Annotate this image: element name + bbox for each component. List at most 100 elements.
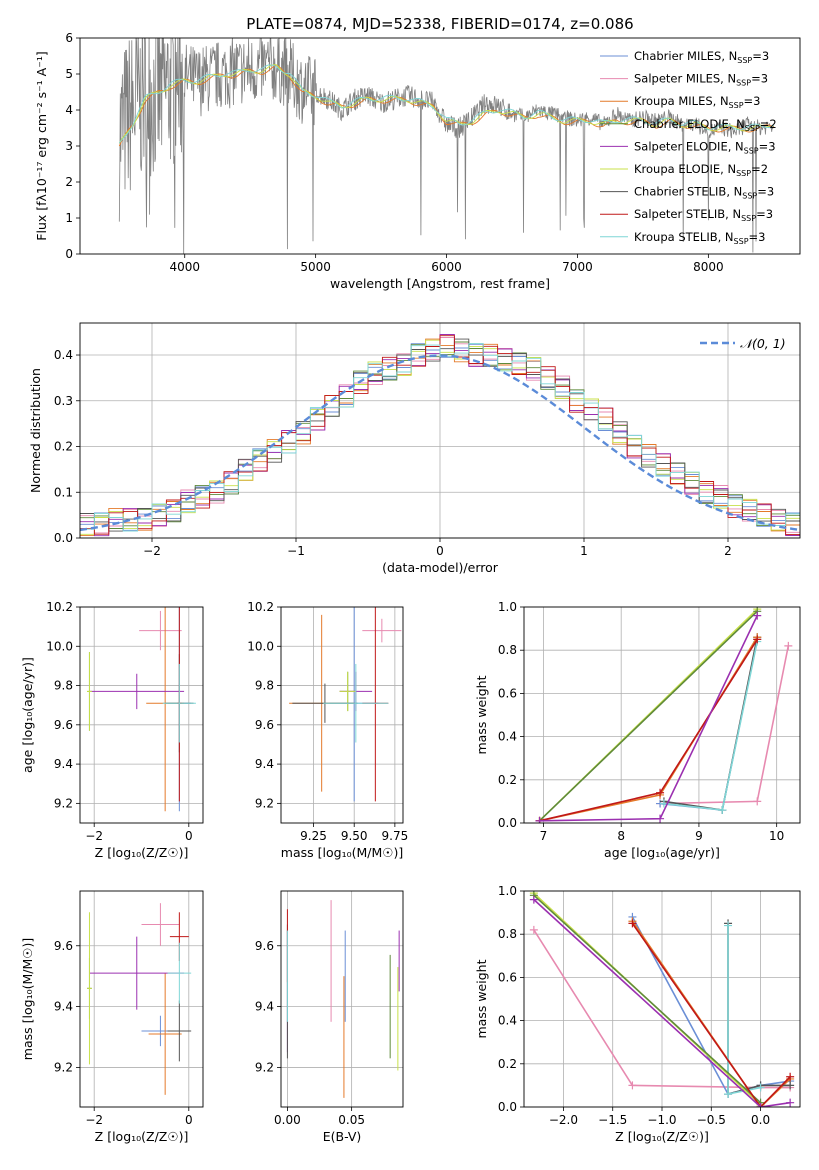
- y-tick-label: 9.6: [255, 939, 274, 953]
- y-axis-label: mass weight: [474, 675, 489, 754]
- series-line: [539, 636, 758, 822]
- legend-label: Kroupa ELODIE, NSSP=2: [634, 162, 768, 178]
- y-tick-label: 9.2: [255, 796, 274, 810]
- legend-label: Chabrier STELIB, NSSP=3: [634, 185, 774, 201]
- plot-area: [87, 903, 192, 1095]
- x-tick-label: 9.50: [341, 829, 368, 843]
- series-point: [656, 814, 665, 823]
- plot-area: [87, 607, 196, 812]
- legend-label: Salpeter MILES, NSSP=3: [634, 72, 768, 88]
- series-point: [628, 919, 637, 928]
- series-salpeter_elodie: [535, 611, 762, 823]
- y-tick-label: 0.6: [498, 686, 517, 700]
- series-line: [727, 925, 761, 1095]
- axes-frame: [79, 322, 801, 539]
- x-tick-label: 7: [540, 829, 548, 843]
- series-chabrier_elodie: [535, 607, 762, 823]
- errorbar-point-kroupa_miles: [148, 973, 182, 1095]
- x-tick-label: 8000: [693, 260, 724, 274]
- y-tick-label: 10.0: [247, 639, 274, 653]
- y-tick-label: 5: [65, 67, 73, 81]
- y-tick-label: 0.0: [498, 816, 517, 830]
- series-line: [660, 639, 758, 811]
- x-tick-label: 4000: [169, 260, 200, 274]
- series-point: [756, 1103, 765, 1107]
- plot-area: [118, 38, 775, 254]
- y-tick-label: 4: [65, 103, 73, 117]
- x-axis-label: age [log₁₀(age/yr)]: [604, 845, 720, 860]
- x-tick-label: −0.5: [697, 1113, 726, 1127]
- errorbar-point-salpeter_miles: [362, 618, 402, 643]
- y-tick-label: 6: [65, 31, 73, 45]
- y-tick-label: 10.2: [46, 600, 73, 614]
- errorbar-point-salpeter_miles: [139, 610, 182, 651]
- y-tick-label: 9.2: [255, 1060, 274, 1074]
- axes-mass_weight_vs_Z: −2.0 −1.5 −1.0 −0.5 0.0 0.0 0.2 0.4 0.6 0.8 1.0 Z […: [474, 884, 801, 1144]
- y-tick-label: 9.4: [255, 1000, 274, 1014]
- legend-label: 𝒩(0, 1): [740, 336, 786, 351]
- x-tick-label: −2: [85, 829, 103, 843]
- legend-label: Kroupa MILES, NSSP=3: [634, 94, 760, 110]
- series-line: [663, 641, 758, 811]
- legend-label: Salpeter STELIB, NSSP=3: [634, 207, 773, 223]
- x-tick-label: 9.25: [300, 829, 327, 843]
- series-line: [631, 922, 791, 1107]
- x-tick-label: 1: [580, 544, 588, 558]
- legend: 𝒩(0, 1): [700, 336, 786, 351]
- axes-mass_vs_Z: −2 0 9.2 9.4 9.6 Z [log₁₀(Z/Z☉)] mass [log₁₀(M…: [20, 890, 204, 1144]
- plot-area: [289, 607, 402, 802]
- x-tick-label: −2.0: [549, 1113, 578, 1127]
- x-tick-label: 0: [436, 544, 444, 558]
- series-line: [663, 637, 758, 811]
- y-tick-label: 0.4: [498, 730, 517, 744]
- gridlines: [281, 606, 403, 823]
- histogram-step-salpeter_stelib: [80, 335, 800, 536]
- y-tick-label: 0.4: [498, 1014, 517, 1028]
- y-tick-label: 0.6: [498, 970, 517, 984]
- errorbar-point-salpeter_elodie: [89, 673, 185, 710]
- y-tick-label: 9.2: [54, 1060, 73, 1074]
- y-tick-label: 0.8: [498, 643, 517, 657]
- y-tick-label: 1: [65, 211, 73, 225]
- series-point: [529, 925, 538, 934]
- axes-frame: [79, 890, 204, 1108]
- series-point: [628, 1081, 637, 1090]
- y-tick-label: 0.4: [54, 348, 73, 362]
- x-tick-label: −2: [143, 544, 161, 558]
- x-tick-label: 9: [695, 829, 703, 843]
- series-line: [533, 929, 791, 1089]
- y-axis-label: age [log₁₀(age/yr)]: [20, 657, 35, 773]
- series-line: [631, 920, 791, 1107]
- errorbar-point-kroupa_stelib: [167, 942, 192, 1004]
- x-tick-label: 0.00: [274, 1113, 301, 1127]
- series-kroupa_stelib: [724, 921, 765, 1099]
- series-point: [535, 816, 544, 823]
- y-tick-label: 9.2: [54, 796, 73, 810]
- axes-spectrum: 4000 5000 6000 7000 8000 0 1 2 3 4 5 6 wavelength [A…: [34, 31, 801, 291]
- y-axis-label: mass weight: [474, 959, 489, 1038]
- axes-age_vs_Z: −2 0 9.2 9.4 9.6 9.8 10.0 10.2 Z [log₁₀(Z/Z☉)] ag…: [20, 600, 204, 860]
- x-axis-label: mass [log₁₀(M/M☉)]: [281, 845, 403, 860]
- normal-curve: [80, 354, 800, 532]
- axes-frame: [523, 890, 801, 1108]
- y-tick-label: 0.3: [54, 394, 73, 408]
- x-tick-label: 7000: [562, 260, 593, 274]
- y-axis-label: Normed distribution: [28, 368, 43, 493]
- series-point: [786, 1098, 795, 1107]
- errorbar-point-chabrier_stelib: [167, 1000, 192, 1062]
- errorbar-point-kroupa_elodie: [339, 671, 356, 712]
- legend-label: Salpeter ELODIE, NSSP=3: [634, 139, 776, 155]
- series-salpeter_elodie: [529, 895, 795, 1107]
- y-tick-label: 2: [65, 175, 73, 189]
- series-line: [538, 610, 758, 822]
- y-tick-label: 9.6: [54, 718, 73, 732]
- legend: Chabrier MILES, NSSP=3 Salpeter MILES, NS…: [600, 49, 777, 246]
- legend-label: Kroupa STELIB, NSSP=3: [634, 230, 765, 246]
- series-line: [533, 899, 791, 1107]
- plot-area: [80, 334, 800, 537]
- y-tick-label: 9.8: [255, 679, 274, 693]
- series-point: [753, 635, 762, 644]
- y-tick-label: 0.0: [54, 531, 73, 545]
- x-tick-label: 2: [724, 544, 732, 558]
